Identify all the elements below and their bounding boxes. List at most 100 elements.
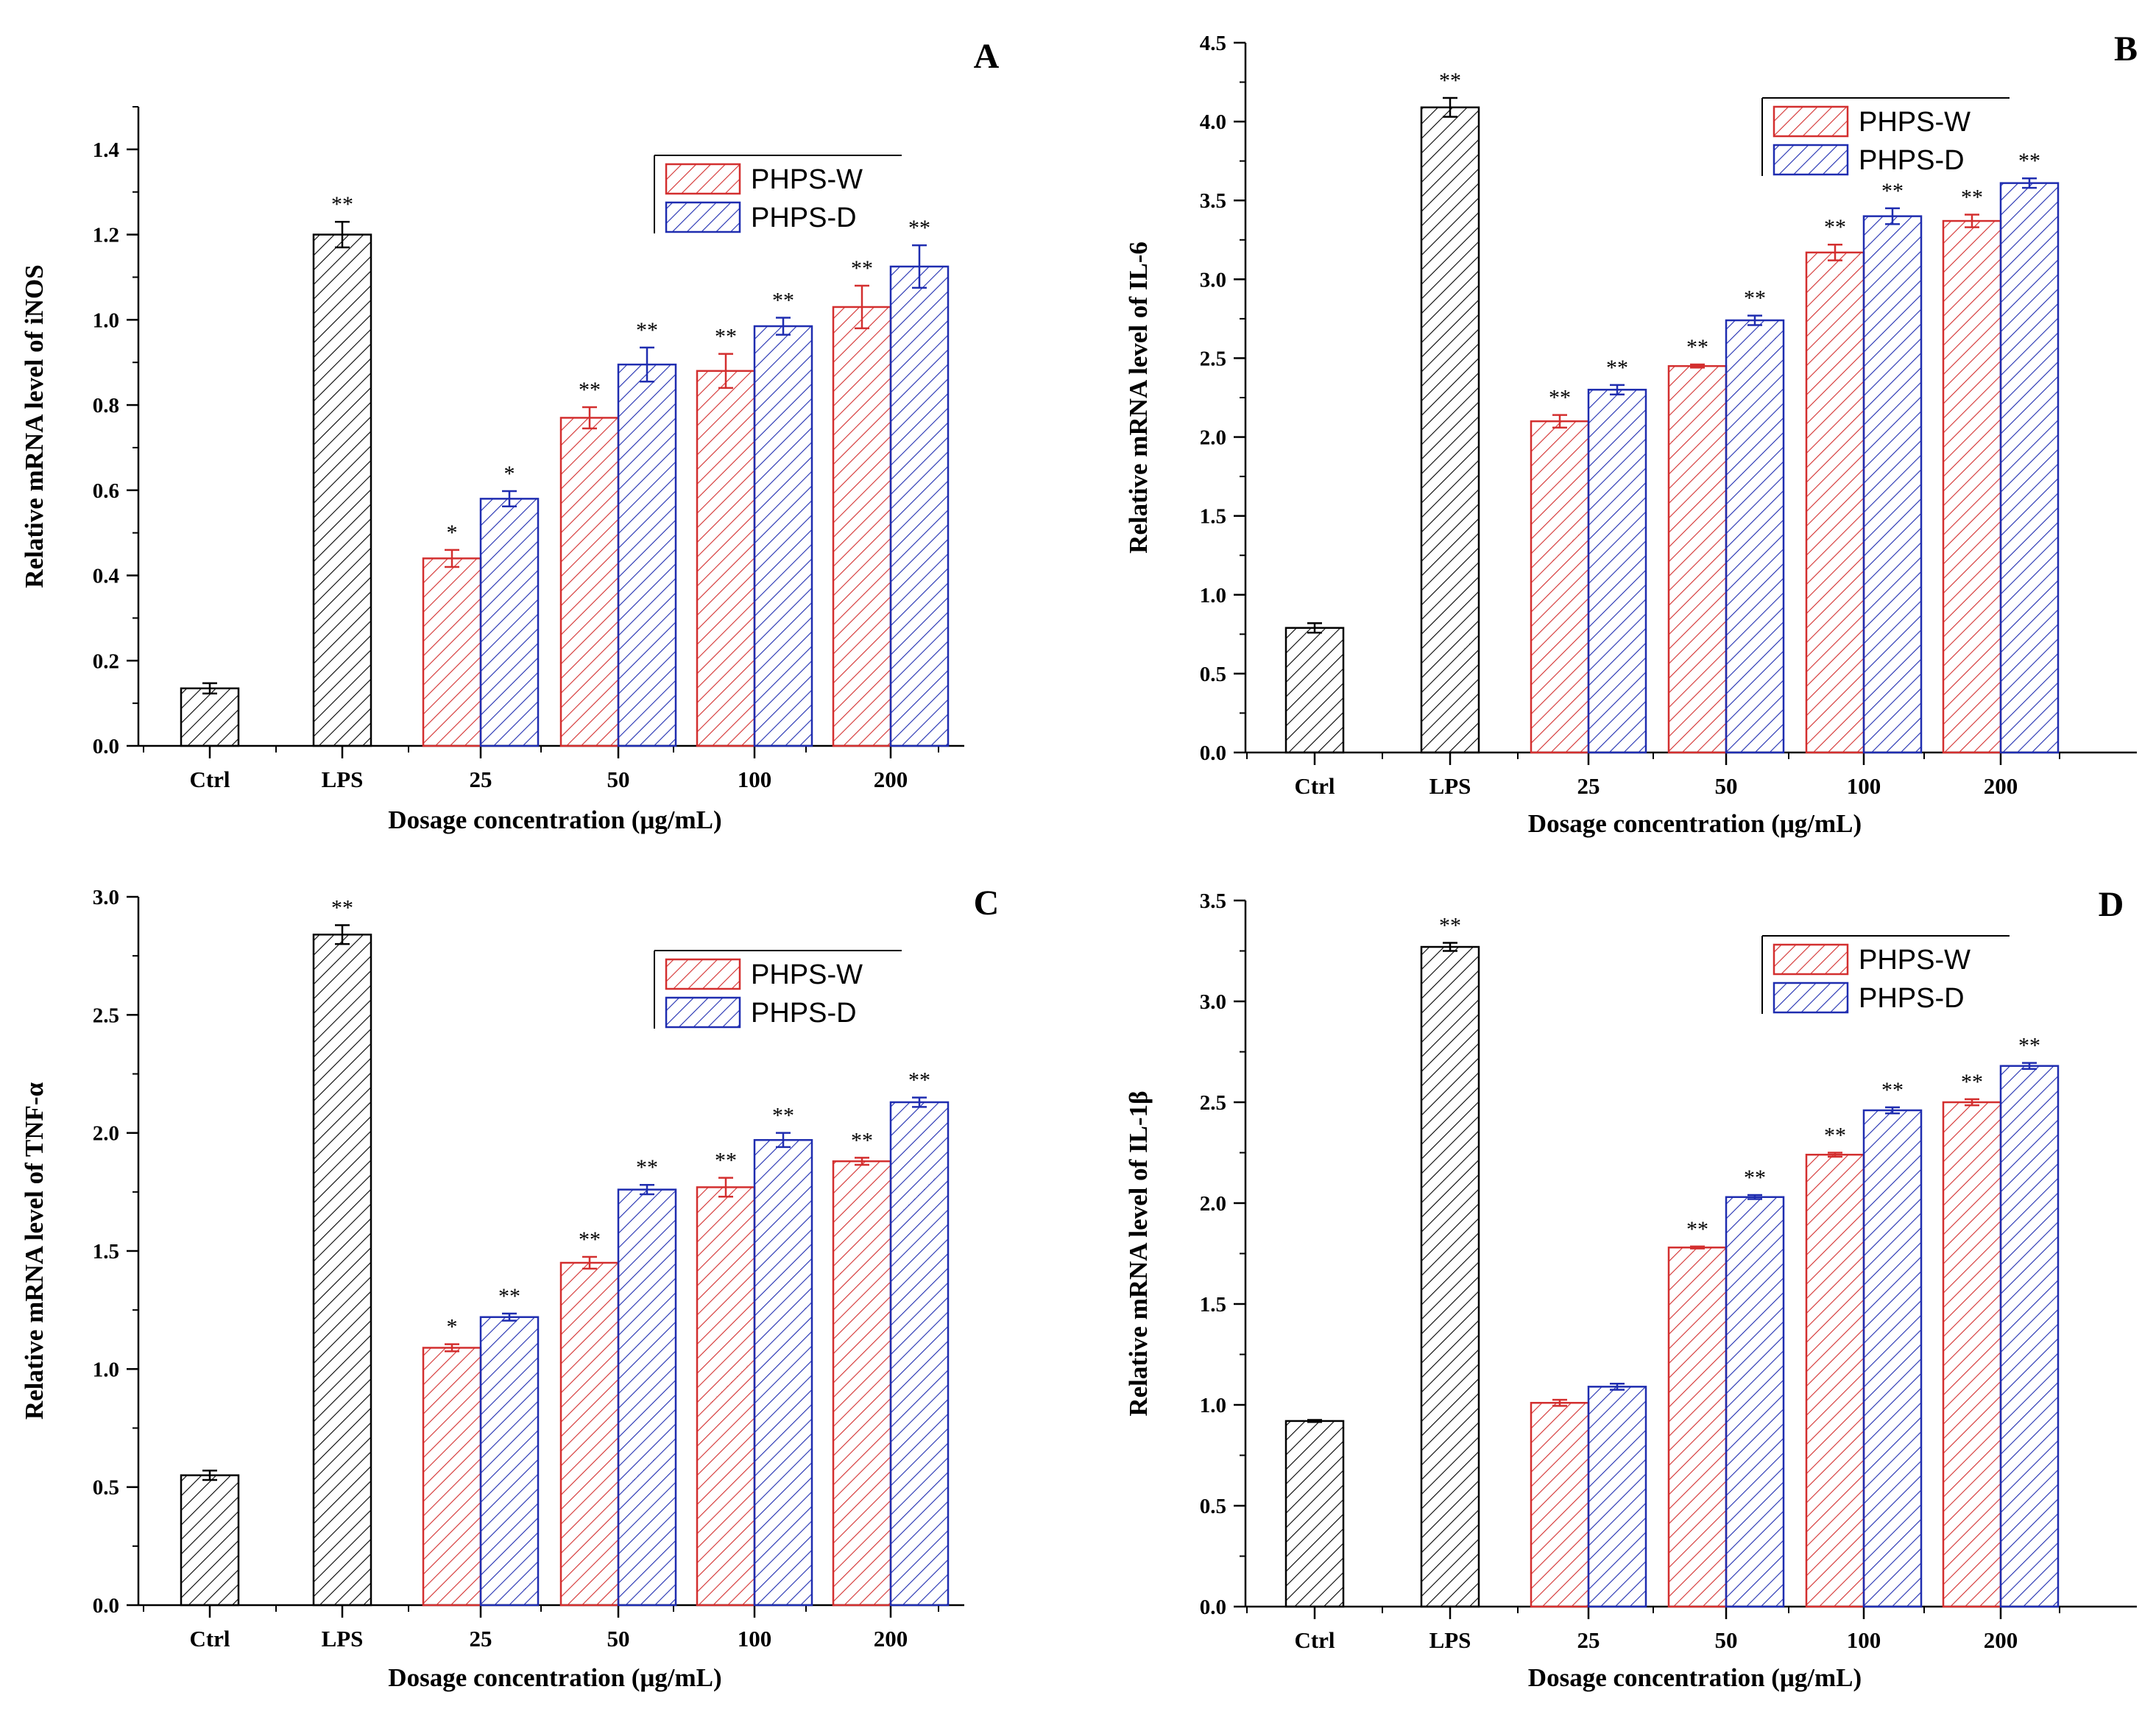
- bar-phps-w-100: [696, 370, 756, 747]
- significance-mark: **: [1961, 186, 1983, 210]
- y-tick-label: 0.0: [93, 735, 119, 758]
- bar-phps-d-100: [753, 325, 813, 747]
- legend-swatch-phps-d: [1772, 981, 1849, 1014]
- bar-phps-d-200: [889, 265, 950, 747]
- bar-phps-d-50: [1725, 1196, 1785, 1608]
- significance-mark: **: [2018, 149, 2040, 173]
- significance-mark: **: [715, 325, 737, 349]
- bar-ctrl: [180, 687, 240, 747]
- bar-phps-d-100: [1862, 1109, 1923, 1608]
- significance-mark: **: [331, 895, 353, 920]
- x-tick-label: 50: [1715, 1627, 1738, 1653]
- x-tick-label: 200: [1984, 773, 2018, 799]
- bar-lps: [1420, 945, 1480, 1608]
- legend: PHPS-W PHPS-D: [654, 155, 902, 233]
- y-tick-label: 0.2: [93, 649, 119, 673]
- significance-mark: *: [447, 1315, 458, 1339]
- bar-phps-w-200: [1942, 219, 2002, 754]
- y-tick-label: 1.2: [93, 224, 119, 247]
- y-tick-label: 4.5: [1200, 32, 1226, 55]
- significance-mark: **: [772, 1104, 794, 1128]
- significance-mark: **: [1961, 1070, 1983, 1094]
- y-tick-label: 0.6: [93, 479, 119, 503]
- bar-phps-w-25: [1530, 1402, 1590, 1608]
- bar-phps-w-200: [832, 1160, 892, 1607]
- legend-label-phps-d: PHPS-D: [751, 202, 857, 233]
- bar-phps-d-25: [479, 1316, 540, 1607]
- legend-label-phps-d: PHPS-D: [1859, 983, 1965, 1014]
- bar-phps-w-50: [559, 417, 620, 747]
- x-tick-label: 100: [738, 1626, 772, 1652]
- bar-phps-w-50: [1667, 1247, 1728, 1608]
- significance-mark: *: [447, 521, 458, 545]
- panel-a: A 0.0 0.2 0.4 0.6 0.8 1.0 1.2 1.4 Ctrl LPS 25 50 100…: [20, 37, 1000, 834]
- y-axis-title: Relative mRNA level of iNOS: [20, 264, 49, 588]
- significance-mark: **: [579, 378, 601, 402]
- bar-phps-w-50: [559, 1261, 620, 1607]
- significance-mark: **: [715, 1149, 737, 1173]
- significance-mark: **: [1606, 356, 1628, 380]
- x-tick-label: 100: [1847, 1627, 1881, 1653]
- legend-label-phps-w: PHPS-W: [751, 164, 863, 195]
- y-tick-label: 0.8: [93, 394, 119, 417]
- x-axis-title: Dosage concentration (μg/mL): [388, 1663, 721, 1692]
- y-tick-label: 4.0: [1200, 110, 1226, 134]
- significance-mark: **: [1881, 1078, 1904, 1102]
- bar-phps-w-25: [422, 1347, 482, 1607]
- bar-lps: [312, 233, 372, 747]
- y-tick-label: 2.0: [1200, 426, 1226, 450]
- bar-phps-d-200: [889, 1101, 950, 1607]
- panel-c-plot: 0.0 0.5 1.0 1.5 2.0 2.5 3.0 Ctrl LPS 25 50 100 200 Do…: [20, 886, 964, 1692]
- legend-label-phps-w: PHPS-W: [751, 959, 863, 990]
- significance-mark: *: [504, 462, 515, 486]
- x-tick-label: LPS: [1429, 1627, 1471, 1653]
- x-tick-label: 25: [1577, 773, 1600, 799]
- legend-label-phps-w: PHPS-W: [1859, 945, 1971, 976]
- bar-lps: [1420, 106, 1480, 754]
- bar-phps-d-100: [753, 1139, 813, 1607]
- y-tick-label: 1.0: [1200, 1394, 1226, 1417]
- significance-mark: **: [1439, 914, 1461, 938]
- y-tick-label: 3.0: [93, 886, 119, 909]
- significance-mark: **: [1549, 386, 1571, 410]
- y-tick-label: 0.5: [93, 1476, 119, 1500]
- significance-mark: **: [908, 1068, 930, 1093]
- y-tick-label: 3.5: [1200, 889, 1226, 913]
- y-tick-label: 0.0: [1200, 741, 1226, 765]
- significance-mark: **: [331, 192, 353, 216]
- bar-phps-d-100: [1862, 215, 1923, 754]
- significance-mark: **: [636, 318, 658, 342]
- significance-mark: **: [1744, 286, 1766, 311]
- bar-phps-w-100: [696, 1186, 756, 1607]
- bar-phps-w-100: [1805, 251, 1865, 754]
- bar-phps-d-25: [1587, 1386, 1647, 1608]
- y-tick-label: 0.5: [1200, 1495, 1226, 1518]
- x-tick-label: 200: [1984, 1627, 2018, 1653]
- x-tick-label: LPS: [322, 766, 364, 792]
- legend-swatch-phps-d: [665, 996, 741, 1029]
- bar-phps-d-50: [617, 363, 677, 747]
- legend-label-phps-d: PHPS-D: [1859, 145, 1965, 176]
- y-tick-label: 1.5: [1200, 505, 1226, 529]
- panel-d: D 0.0 0.5 1.0 1.5 2.0 2.5 3.0 3.5 Ctrl LPS 25 50 100…: [1124, 885, 2137, 1692]
- bar-ctrl: [1284, 627, 1345, 754]
- x-axis-title: Dosage concentration (μg/mL): [1528, 809, 1862, 838]
- y-tick-label: 1.5: [93, 1240, 119, 1263]
- y-tick-label: 1.5: [1200, 1293, 1226, 1317]
- x-tick-label: 25: [470, 766, 492, 792]
- significance-mark: **: [1824, 215, 1846, 239]
- significance-mark: **: [1686, 335, 1708, 359]
- significance-mark: **: [1439, 68, 1461, 93]
- significance-mark: **: [1824, 1124, 1846, 1148]
- legend: PHPS-W PHPS-D: [654, 950, 902, 1029]
- y-tick-label: 2.5: [1200, 1091, 1226, 1115]
- legend-swatch-phps-w: [1772, 105, 1849, 138]
- bar-phps-w-25: [1530, 420, 1590, 754]
- bar-lps: [312, 934, 372, 1607]
- y-axis-title: Relative mRNA level of TNF-α: [20, 1082, 49, 1420]
- bar-phps-d-50: [617, 1188, 677, 1607]
- legend-label-phps-w: PHPS-W: [1859, 107, 1971, 138]
- y-axis-title: Relative mRNA level of IL-6: [1124, 242, 1153, 554]
- y-tick-label: 0.4: [93, 565, 119, 588]
